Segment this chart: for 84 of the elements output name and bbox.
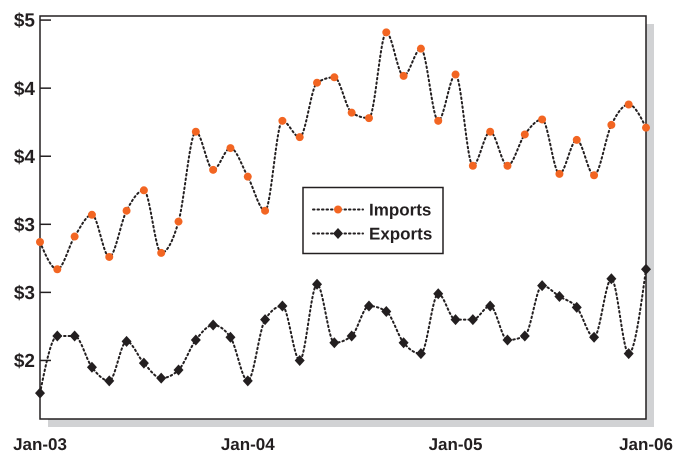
point: [208, 320, 218, 331]
point: [226, 144, 234, 152]
point: [572, 136, 581, 144]
x-tick-label: Jan-05: [428, 435, 482, 454]
legend-label: Imports: [369, 200, 432, 220]
point: [190, 334, 201, 346]
legend-label: Exports: [369, 224, 432, 244]
point: [261, 206, 270, 215]
point: [70, 232, 79, 241]
x-tick-label: Jan-04: [220, 435, 276, 454]
point: [624, 100, 633, 108]
point: [88, 210, 96, 219]
point: [36, 238, 44, 246]
point: [277, 300, 288, 312]
point: [86, 362, 97, 373]
point: [589, 332, 600, 343]
point: [416, 348, 426, 360]
y-tick-label: $5: [14, 10, 36, 32]
point: [192, 128, 200, 136]
point: [174, 218, 183, 226]
point: [329, 337, 340, 348]
point: [348, 108, 356, 117]
point: [452, 70, 460, 79]
point: [624, 348, 634, 360]
point: [642, 124, 650, 132]
point: [416, 44, 425, 53]
y-tick-label: $2: [14, 351, 35, 372]
point: [485, 300, 496, 312]
point: [381, 306, 392, 317]
point: [242, 375, 253, 386]
point: [260, 314, 270, 326]
point: [468, 162, 477, 170]
point: [641, 264, 651, 275]
point: [555, 170, 564, 178]
point: [607, 120, 616, 129]
y-tick-label: $4: [14, 78, 36, 100]
y-tick-label: $4: [14, 146, 36, 168]
point: [312, 278, 322, 290]
point: [140, 186, 148, 194]
point: [296, 133, 304, 142]
point: [70, 330, 80, 342]
point: [364, 300, 374, 312]
point: [486, 128, 494, 136]
x-tick-label: Jan-03: [13, 435, 67, 454]
point: [294, 354, 305, 366]
point: [382, 28, 390, 36]
point: [364, 114, 373, 122]
point: [53, 265, 62, 274]
point: [537, 280, 548, 292]
point: [590, 171, 598, 180]
point: [35, 388, 45, 399]
point: [225, 332, 236, 343]
y-tick-label: $3: [14, 214, 35, 236]
point: [122, 206, 131, 215]
point: [554, 290, 564, 302]
x-tick-label: Jan-06: [619, 435, 673, 454]
point: [520, 330, 530, 342]
point: [156, 372, 166, 384]
point: [104, 375, 114, 386]
point: [503, 162, 512, 170]
point: [174, 364, 184, 376]
y-tick-label: $3: [14, 283, 35, 304]
point: [278, 116, 286, 125]
point: [433, 288, 444, 300]
point: [606, 273, 616, 284]
point: [209, 166, 218, 174]
point: [434, 116, 442, 125]
point: [502, 334, 512, 346]
point: [244, 172, 252, 181]
point: [138, 358, 149, 369]
point: [572, 302, 582, 313]
point: [468, 314, 478, 326]
point: [346, 330, 357, 342]
point: [313, 78, 322, 87]
point: [157, 248, 166, 257]
point: [398, 337, 409, 348]
point: [122, 336, 132, 347]
point: [105, 252, 114, 261]
point: [450, 314, 461, 326]
point: [330, 73, 338, 82]
point: [52, 330, 62, 342]
point: [520, 130, 529, 138]
point: [538, 115, 546, 124]
point: [400, 72, 408, 80]
